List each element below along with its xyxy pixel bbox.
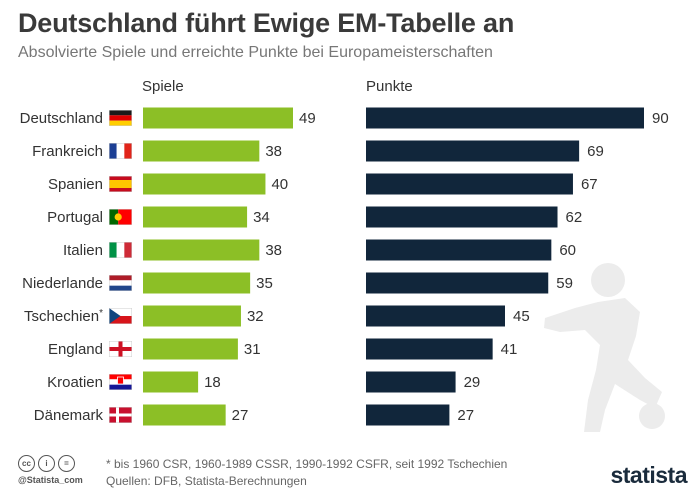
punkte-panel: 90 69 67 62 60 59 45 41 29 27 xyxy=(366,107,669,426)
statista-logo[interactable]: statista xyxy=(610,462,687,488)
punkte-panel-label: Punkte xyxy=(366,78,413,95)
punkte-bar-kroatien xyxy=(366,371,456,393)
punkte-bar-deutschland xyxy=(366,107,644,129)
flag-germany-icon xyxy=(109,110,132,126)
category-label-england: England xyxy=(48,341,103,358)
punkte-value-label: 90 xyxy=(652,110,669,127)
flag-czechia-icon xyxy=(109,308,132,324)
spiele-bar-italien xyxy=(143,239,260,261)
flag-italy-icon xyxy=(109,242,132,258)
spiele-bar-spanien xyxy=(143,173,266,195)
source-text: Quellen: DFB, Statista-Berechnungen xyxy=(106,474,307,488)
chart-subtitle: Absolvierte Spiele und erreichte Punkte … xyxy=(18,44,493,61)
punkte-value-label: 45 xyxy=(513,308,530,325)
category-label-spanien: Spanien xyxy=(48,176,103,193)
license-block: cc i = @Statista_com xyxy=(18,455,83,485)
punkte-value-label: 60 xyxy=(559,242,576,259)
flag-england-icon xyxy=(109,341,132,357)
punkte-value-label: 29 xyxy=(464,374,481,391)
no-derivatives-icon[interactable]: = xyxy=(58,455,75,472)
punkte-bar-portugal xyxy=(366,206,558,228)
punkte-value-label: 27 xyxy=(457,407,474,424)
spiele-bar-portugal xyxy=(143,206,248,228)
attribution-icon[interactable]: i xyxy=(38,455,55,472)
punkte-value-label: 41 xyxy=(501,341,518,358)
spiele-value-label: 49 xyxy=(299,110,316,127)
spiele-panel: Deutschland 49 Frankreich 38 Spanien 40 Portug… xyxy=(20,107,316,426)
spiele-value-label: 40 xyxy=(271,176,288,193)
category-label-frankreich: Frankreich xyxy=(32,143,103,160)
spiele-value-label: 32 xyxy=(247,308,264,325)
punkte-bar-england xyxy=(366,338,493,360)
flag-netherlands-icon xyxy=(109,275,132,291)
flag-france-icon xyxy=(109,143,132,159)
spiele-bar-england xyxy=(143,338,238,360)
soccer-player-silhouette-icon xyxy=(544,263,665,432)
punkte-bar-frankreich xyxy=(366,140,580,162)
punkte-value-label: 59 xyxy=(556,275,573,292)
spiele-value-label: 27 xyxy=(232,407,249,424)
category-label-dänemark: Dänemark xyxy=(34,407,104,424)
footnote: * bis 1960 CSR, 1960-1989 CSSR, 1990-199… xyxy=(106,456,507,490)
punkte-bar-tschechien xyxy=(366,305,505,327)
flags xyxy=(109,110,132,423)
spiele-bar-tschechien xyxy=(143,305,241,327)
punkte-value-label: 67 xyxy=(581,176,598,193)
category-label-niederlande: Niederlande xyxy=(22,275,103,292)
flag-croatia-icon xyxy=(109,374,132,390)
punkte-bar-dänemark xyxy=(366,404,450,426)
footnote-text: * bis 1960 CSR, 1960-1989 CSSR, 1990-199… xyxy=(106,457,508,471)
spiele-value-label: 34 xyxy=(253,209,270,226)
spiele-value-label: 38 xyxy=(265,242,282,259)
statista-handle[interactable]: @Statista_com xyxy=(18,475,83,485)
spiele-value-label: 31 xyxy=(244,341,261,358)
punkte-value-label: 62 xyxy=(566,209,583,226)
spiele-value-label: 18 xyxy=(204,374,221,391)
category-label-deutschland: Deutschland xyxy=(20,110,103,127)
category-label-portugal: Portugal xyxy=(47,209,103,226)
spiele-panel-label: Spiele xyxy=(142,78,184,95)
flag-portugal-icon xyxy=(109,209,132,225)
spiele-value-label: 38 xyxy=(265,143,282,160)
punkte-bar-spanien xyxy=(366,173,573,195)
chart-title: Deutschland führt Ewige EM-Tabelle an xyxy=(18,8,515,38)
punkte-bar-niederlande xyxy=(366,272,549,294)
spiele-bar-dänemark xyxy=(143,404,226,426)
spiele-bar-deutschland xyxy=(143,107,293,129)
punkte-bar-italien xyxy=(366,239,552,261)
spiele-value-label: 35 xyxy=(256,275,273,292)
spiele-bar-niederlande xyxy=(143,272,251,294)
category-label-kroatien: Kroatien xyxy=(47,374,103,391)
spiele-bar-frankreich xyxy=(143,140,260,162)
spiele-bar-kroatien xyxy=(143,371,199,393)
flag-denmark-icon xyxy=(109,407,132,423)
cc-icon[interactable]: cc xyxy=(18,455,35,472)
category-label-italien: Italien xyxy=(63,242,103,259)
category-label-tschechien: Tschechien* xyxy=(24,308,103,325)
flag-spain-icon xyxy=(109,176,132,192)
punkte-value-label: 69 xyxy=(587,143,604,160)
